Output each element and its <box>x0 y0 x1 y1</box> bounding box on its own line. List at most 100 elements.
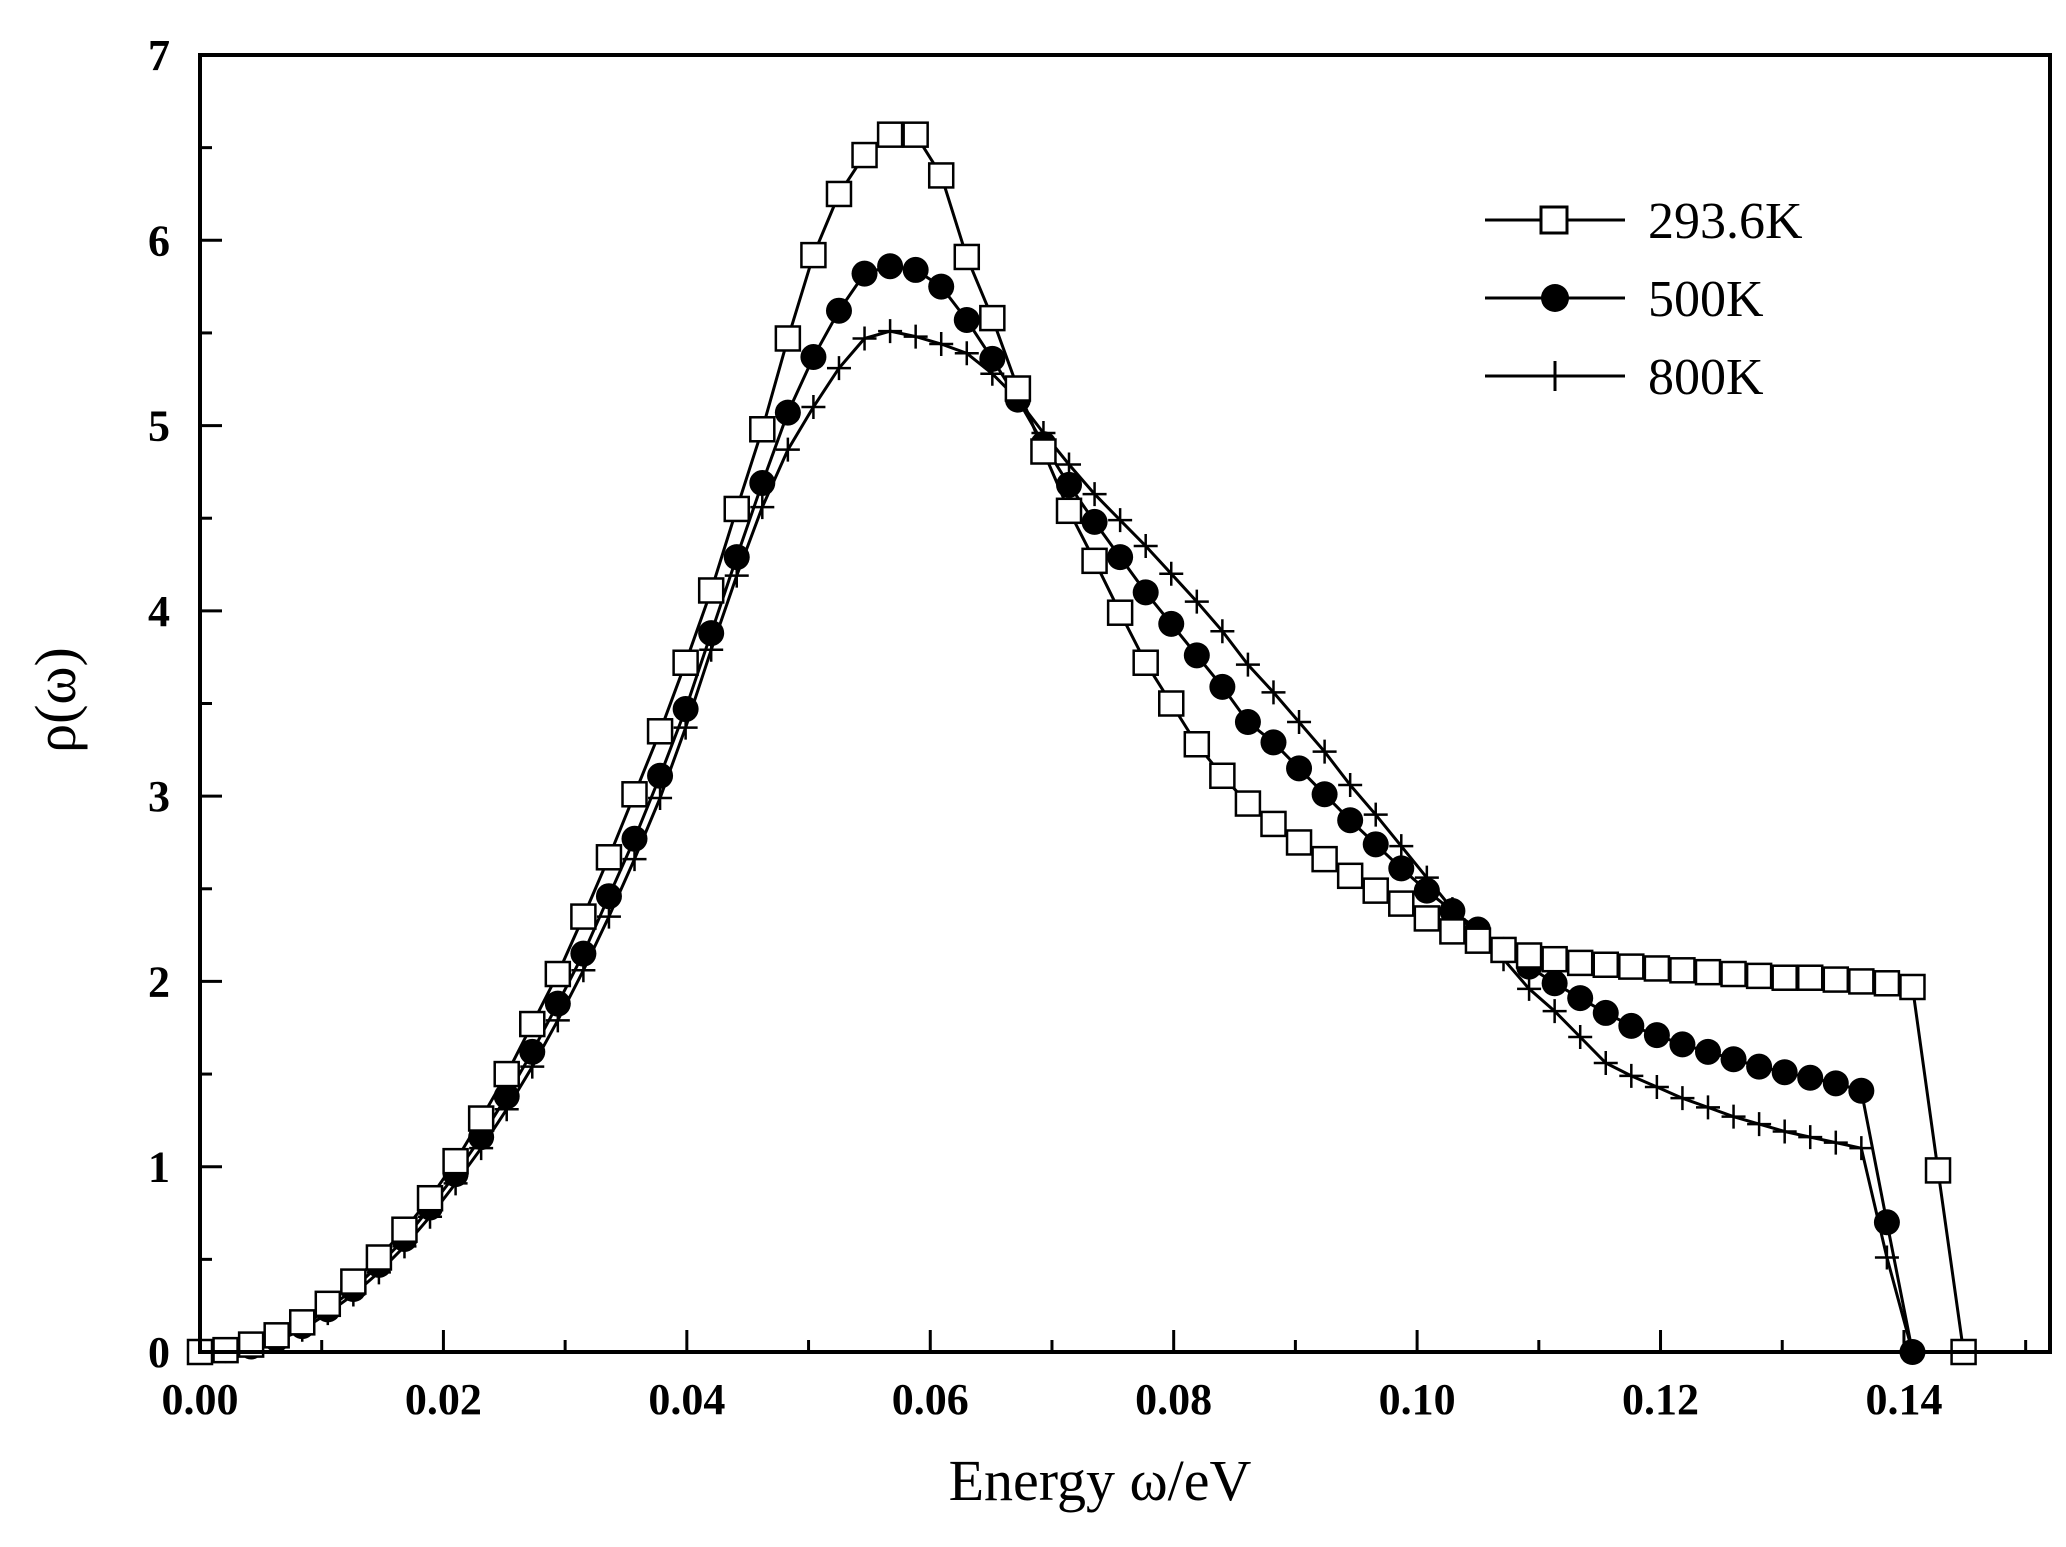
data-point <box>1235 652 1260 677</box>
data-point <box>544 960 572 988</box>
data-point <box>1669 1031 1696 1058</box>
data-point <box>493 1060 520 1088</box>
data-point <box>621 825 648 852</box>
data-point <box>1464 927 1492 954</box>
data-point <box>1287 710 1312 735</box>
legend-label-500k: 500K <box>1648 271 1764 328</box>
x-tick-label: 0.06 <box>892 1375 969 1424</box>
data-point <box>1055 497 1083 525</box>
data-point <box>1593 1050 1618 1075</box>
data-point <box>1362 831 1389 858</box>
x-axis-title: Energy ω/eV <box>949 1448 1252 1513</box>
data-point <box>774 399 801 426</box>
data-point <box>1439 898 1466 925</box>
data-point <box>570 903 597 930</box>
legend-label-293-6k: 293.6K <box>1648 193 1803 250</box>
data-point <box>1694 958 1722 986</box>
data-point <box>1209 673 1236 700</box>
data-point <box>851 141 878 169</box>
data-point <box>723 495 750 523</box>
data-point <box>1158 610 1185 637</box>
y-tick-label: 5 <box>148 402 170 451</box>
data-point <box>877 253 904 280</box>
data-point <box>1183 731 1211 758</box>
data-point <box>723 544 750 571</box>
plot-frame <box>198 53 2052 1354</box>
data-point <box>1311 845 1338 873</box>
data-point <box>1336 862 1364 890</box>
data-point <box>800 241 827 269</box>
data-point <box>774 325 802 352</box>
data-point <box>1234 709 1261 736</box>
data-point <box>902 256 929 283</box>
data-point <box>1618 953 1645 980</box>
data-point <box>340 1268 367 1295</box>
data-point <box>1592 999 1619 1026</box>
data-point <box>851 260 878 287</box>
data-point <box>1338 773 1363 798</box>
ticks-layer: 0.00 0.02 0.04 0.06 0.08 0.10 0.12 0.14 0 1 2 3 4 5 6 7 <box>148 31 2028 1424</box>
data-point <box>903 324 928 349</box>
y-tick-label: 4 <box>148 587 170 636</box>
data-point <box>1286 755 1313 782</box>
legend-marker-circle <box>1541 284 1569 312</box>
data-point <box>954 341 979 366</box>
data-point <box>1363 802 1388 827</box>
data-point <box>1822 1070 1849 1097</box>
x-tick-label: 0.08 <box>1135 1375 1212 1424</box>
data-point <box>1184 589 1209 614</box>
data-point <box>1643 955 1671 982</box>
data-point <box>749 416 776 443</box>
data-point <box>928 273 955 300</box>
data-point <box>1388 855 1415 882</box>
y-tick-label: 1 <box>148 1143 170 1192</box>
data-point <box>878 319 903 344</box>
data-point <box>1210 619 1235 644</box>
data-point <box>1541 945 1568 973</box>
y-tick-label: 3 <box>148 772 170 821</box>
x-tick-label: 0.10 <box>1379 1375 1456 1424</box>
data-point <box>1798 1125 1823 1150</box>
legend-entry-293-6k: 293.6K <box>1485 193 1803 250</box>
data-point <box>1823 1130 1848 1155</box>
data-point <box>442 1147 469 1175</box>
data-point <box>1899 973 1926 1001</box>
legend-marker-plus <box>1540 361 1570 391</box>
data-point <box>1413 877 1440 904</box>
x-tick-label: 0.12 <box>1622 1375 1699 1424</box>
data-point <box>1108 508 1133 533</box>
data-point <box>1669 957 1696 984</box>
data-point <box>1619 1063 1644 1088</box>
data-point <box>1362 877 1389 904</box>
data-point <box>493 1083 520 1110</box>
data-point <box>1132 649 1159 676</box>
data-point <box>1694 1038 1721 1065</box>
data-point <box>1542 999 1567 1024</box>
data-point <box>646 718 674 745</box>
data-point <box>929 332 954 357</box>
data-point <box>1261 680 1286 705</box>
x-tick-label: 0.04 <box>648 1375 725 1424</box>
data-point <box>288 1309 316 1336</box>
data-point <box>1643 1022 1670 1049</box>
data-point <box>1133 534 1158 559</box>
data-point <box>801 395 826 420</box>
data-point <box>1056 471 1083 498</box>
data-point <box>876 121 904 148</box>
legend-label-800k: 800K <box>1648 349 1764 406</box>
data-point <box>1285 829 1313 856</box>
data-point <box>1183 642 1210 669</box>
data-point <box>1517 976 1542 1001</box>
data-point <box>1081 547 1108 575</box>
data-point <box>1081 508 1108 535</box>
data-point <box>1311 781 1338 808</box>
data-point <box>1771 1059 1798 1086</box>
data-point <box>749 470 776 497</box>
data-point <box>1337 807 1364 834</box>
data-point <box>647 762 674 789</box>
data-point <box>314 1290 342 1318</box>
data-point <box>544 990 571 1017</box>
series-293-6k <box>186 121 1977 1366</box>
data-point <box>519 1010 546 1038</box>
